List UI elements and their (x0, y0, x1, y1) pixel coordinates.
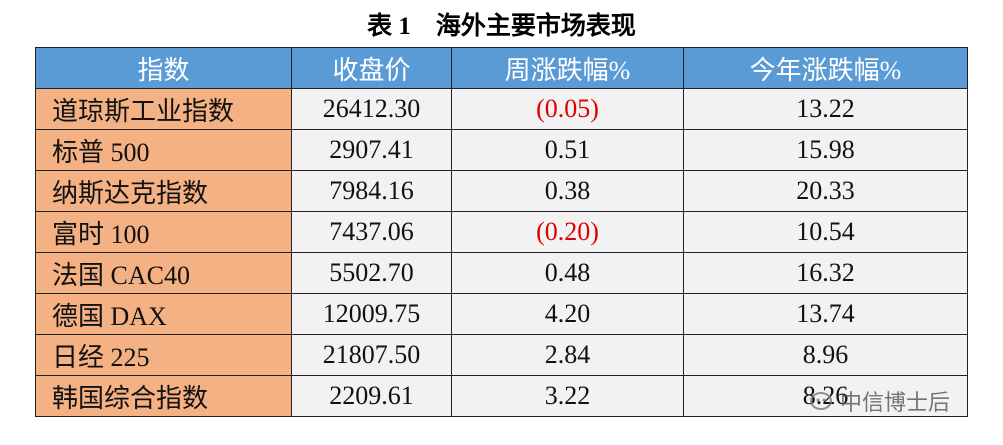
table-row: 纳斯达克指数 7984.16 0.38 20.33 (35, 170, 968, 212)
table-row: 道琼斯工业指数 26412.30 (0.05) 13.22 (35, 88, 968, 130)
table-cell: 21807.50 (291, 334, 452, 376)
table-cell: 0.51 (451, 129, 684, 171)
table-cell: 10.54 (683, 211, 968, 253)
index-name: 法国 CAC40 (35, 252, 292, 294)
table-cell: 3.22 (451, 375, 684, 417)
index-name: 纳斯达克指数 (35, 170, 292, 212)
table-cell: 8.96 (683, 334, 968, 376)
table-body: 道琼斯工业指数 26412.30 (0.05) 13.22 标普 500 2907.41 0… (35, 88, 968, 417)
watermark-text: 中信博士后 (840, 391, 951, 416)
header-cell: 指数 (35, 47, 292, 89)
table-row: 法国 CAC40 5502.70 0.48 16.32 (35, 252, 968, 294)
table-row: 富时 100 7437.06 (0.20) 10.54 (35, 211, 968, 253)
table-cell: 13.74 (683, 293, 968, 335)
table-cell: 2209.61 (291, 375, 452, 417)
table-cell: 7437.06 (291, 211, 452, 253)
table-cell: 16.32 (683, 252, 968, 294)
index-name: 日经 225 (35, 334, 292, 376)
header-cell: 今年涨跌幅% (683, 47, 968, 89)
table-cell: 4.20 (451, 293, 684, 335)
table-cell: (0.05) (451, 88, 684, 130)
index-name: 标普 500 (35, 129, 292, 171)
table-cell: 15.98 (683, 129, 968, 171)
index-name: 德国 DAX (35, 293, 292, 335)
table-cell: 0.38 (451, 170, 684, 212)
table-cell: 0.48 (451, 252, 684, 294)
watermark: 中信博士后 (810, 385, 950, 417)
market-table: 指数 收盘价 周涨跌幅% 今年涨跌幅% 道琼斯工业指数 26412.30 (0.05) 13… (35, 47, 968, 417)
table-cell: 20.33 (683, 170, 968, 212)
table-cell: 13.22 (683, 88, 968, 130)
watermark-icon (810, 392, 832, 410)
index-name: 道琼斯工业指数 (35, 88, 292, 130)
header-cell: 收盘价 (291, 47, 452, 89)
table-cell: 2.84 (451, 334, 684, 376)
table-cell: 5502.70 (291, 252, 452, 294)
table-cell: 12009.75 (291, 293, 452, 335)
table-row: 标普 500 2907.41 0.51 15.98 (35, 129, 968, 171)
table-cell: 8.26 (683, 375, 968, 417)
index-name: 韩国综合指数 (35, 375, 292, 417)
table-cell: 2907.41 (291, 129, 452, 171)
index-name: 富时 100 (35, 211, 292, 253)
table-title: 表 1 海外主要市场表现 (367, 13, 636, 40)
header-row: 指数 收盘价 周涨跌幅% 今年涨跌幅% (35, 47, 968, 89)
table-cell: 7984.16 (291, 170, 452, 212)
table-row: 韩国综合指数 2209.61 3.22 8.26 (35, 375, 968, 417)
table-cell: (0.20) (451, 211, 684, 253)
header-cell: 周涨跌幅% (451, 47, 684, 89)
table-row: 日经 225 21807.50 2.84 8.96 (35, 334, 968, 376)
table-cell: 26412.30 (291, 88, 452, 130)
table-row: 德国 DAX 12009.75 4.20 13.74 (35, 293, 968, 335)
